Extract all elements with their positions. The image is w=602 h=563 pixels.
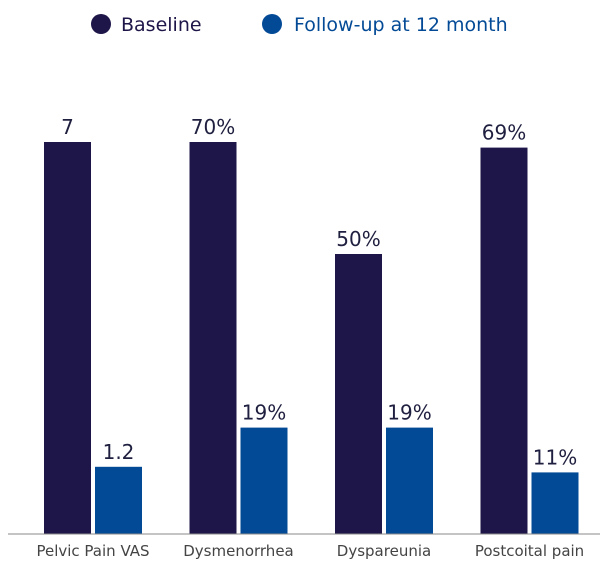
category-label-1: Dysmenorrhea: [183, 542, 294, 560]
value-label-followup-1: 19%: [242, 401, 286, 425]
bar-followup-1: [240, 427, 288, 534]
value-label-baseline-3: 69%: [482, 121, 526, 145]
bar-followup-3: [531, 472, 579, 534]
value-label-baseline-1: 70%: [191, 115, 235, 139]
category-label-2: Dyspareunia: [337, 542, 431, 560]
value-label-baseline-0: 7: [61, 115, 74, 139]
value-label-followup-0: 1.2: [103, 440, 135, 464]
bars: [44, 142, 579, 534]
value-label-followup-3: 11%: [533, 445, 577, 469]
value-label-followup-2: 19%: [387, 401, 431, 425]
bar-baseline-1: [189, 142, 237, 534]
bar-baseline-3: [480, 147, 528, 534]
bar-followup-2: [386, 427, 433, 534]
bar-followup-0: [95, 466, 142, 534]
legend-label-baseline: Baseline: [121, 14, 202, 36]
category-label-3: Postcoital pain: [475, 542, 584, 560]
legend-marker-followup: [262, 14, 282, 34]
legend-label-followup: Follow-up at 12 month: [294, 14, 508, 36]
value-label-baseline-2: 50%: [336, 227, 380, 251]
legend: Baseline Follow-up at 12 month: [91, 14, 508, 36]
category-labels: Pelvic Pain VAS Dysmenorrhea Dyspareunia Po…: [36, 542, 584, 560]
bar-baseline-0: [44, 142, 91, 534]
value-labels: 7 1.2 70% 19% 50% 19% 69% 11%: [61, 115, 577, 469]
legend-marker-baseline: [91, 14, 111, 34]
bar-baseline-2: [335, 254, 382, 534]
category-label-0: Pelvic Pain VAS: [36, 542, 149, 560]
